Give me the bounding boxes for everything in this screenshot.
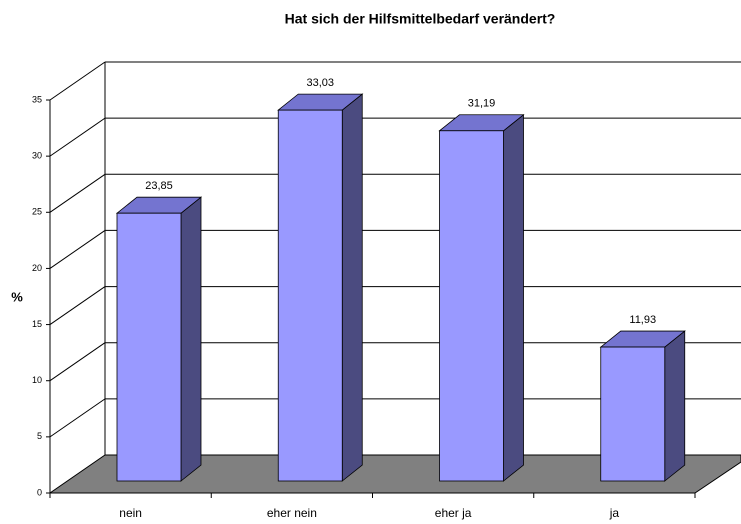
bar-side: [180, 196, 202, 482]
y-tick-label: 10: [32, 375, 42, 385]
bar: [116, 212, 182, 482]
bar-side: [341, 93, 363, 482]
data-label: 33,03: [306, 77, 334, 89]
y-axis-label: %: [11, 289, 23, 304]
chart-title: Hat sich der Hilfsmittelbedarf verändert…: [285, 11, 556, 27]
y-tick-label: 5: [37, 431, 42, 441]
bar: [600, 346, 666, 482]
data-label: 23,85: [145, 180, 173, 192]
data-label: 11,93: [629, 314, 656, 326]
y-tick-label: 15: [32, 319, 42, 329]
grid-line: [49, 117, 106, 157]
floor: [48, 454, 741, 494]
grid-line: [49, 173, 106, 213]
grid-line: [49, 286, 106, 325]
bar-side: [503, 113, 524, 482]
y-tick-label: 35: [32, 94, 42, 104]
y-tick-label: 25: [32, 207, 42, 217]
x-tick-label: eher nein: [267, 506, 317, 520]
y-tick-label: 20: [32, 263, 42, 273]
data-label: 31,19: [468, 98, 496, 110]
grid-line: [49, 230, 106, 269]
bar: [277, 109, 343, 482]
x-tick-label: ja: [609, 506, 620, 520]
grid-line: [49, 61, 106, 101]
grid-line: [49, 342, 106, 382]
bar-side: [664, 330, 686, 482]
bar: [439, 130, 504, 482]
x-tick-label: nein: [119, 506, 142, 520]
grid-line: [49, 398, 106, 438]
y-tick-label: 30: [32, 151, 42, 161]
y-tick-label: 0: [37, 487, 42, 497]
x-tick-label: eher ja: [435, 506, 472, 520]
